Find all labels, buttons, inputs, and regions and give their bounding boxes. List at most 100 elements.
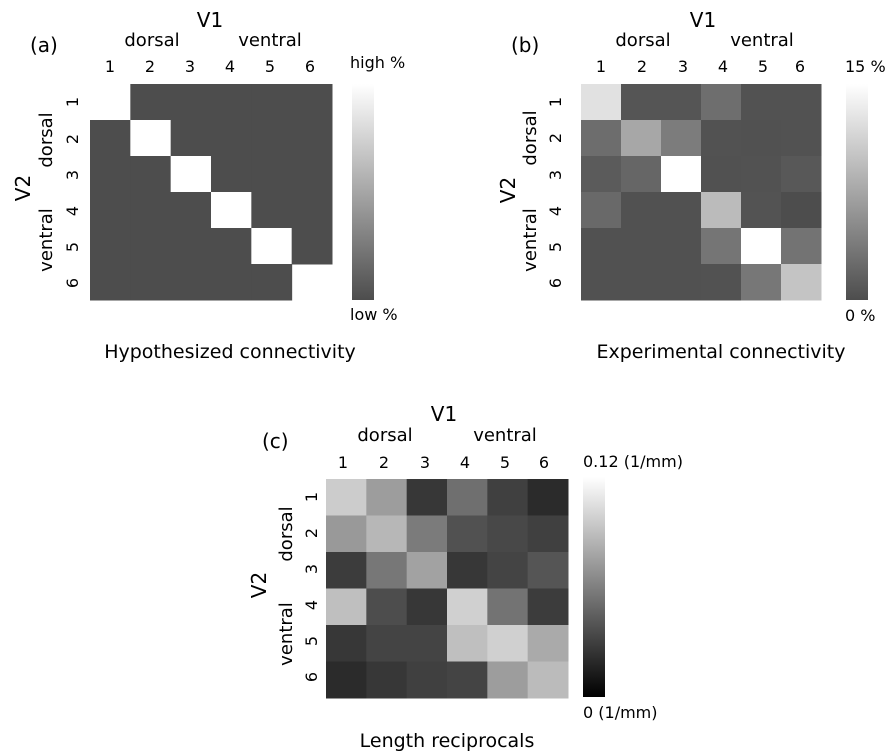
heatmap-cell [581, 120, 622, 157]
heatmap-cell [781, 264, 822, 301]
panel-a-row-ticks: 1 2 3 4 5 6 [63, 97, 82, 288]
heatmap-cell [781, 84, 822, 121]
panel-a-label: (a) [30, 33, 58, 57]
row-tick: 5 [63, 242, 82, 252]
heatmap-cell [447, 625, 488, 662]
panel-b: (b) V1 dorsal ventral 1 2 3 4 5 6 V2 dor… [496, 8, 886, 363]
panel-a-row-axis-label: V2 [11, 175, 35, 201]
heatmap-cell [621, 84, 662, 121]
panel-c-row-ticks: 1 2 3 4 5 6 [302, 492, 321, 682]
heatmap-cell [170, 84, 212, 121]
row-tick: 5 [302, 636, 321, 646]
heatmap-cell [581, 84, 622, 121]
panel-a-col-group-ventral: ventral [238, 30, 302, 51]
row-tick: 1 [63, 97, 82, 107]
row-tick: 6 [63, 278, 82, 288]
row-tick: 2 [302, 528, 321, 538]
heatmap-cell [211, 192, 252, 229]
panel-b-title: Experimental connectivity [597, 341, 846, 363]
heatmap-cell [170, 192, 212, 229]
panel-a-colorbar-top-label: high % [350, 53, 405, 72]
row-tick: 5 [546, 242, 565, 252]
heatmap-cell [130, 156, 172, 193]
row-tick: 2 [546, 133, 565, 143]
heatmap-cell [661, 156, 702, 193]
heatmap-cell [251, 192, 293, 229]
panel-a-row-group-dorsal: dorsal [36, 112, 57, 167]
heatmap-cell [781, 156, 822, 193]
panel-b-col-group-dorsal: dorsal [615, 30, 670, 51]
panel-a-col-axis-label: V1 [197, 8, 223, 32]
heatmap-cell [527, 515, 569, 553]
heatmap-cell [701, 192, 742, 229]
panel-c-row-axis-label: V2 [247, 572, 271, 598]
panel-c: (c) V1 dorsal ventral 1 2 3 4 5 6 V2 dor… [247, 402, 683, 752]
panel-b-col-ticks: 1 2 3 4 5 6 [596, 57, 805, 76]
panel-c-col-axis-label: V1 [431, 402, 457, 426]
heatmap-cell [406, 661, 448, 699]
heatmap-cell [661, 84, 702, 121]
heatmap-cell [621, 156, 662, 193]
heatmap-cell [406, 552, 448, 589]
col-tick: 5 [265, 57, 275, 76]
panel-b-row-group-ventral: ventral [520, 208, 541, 272]
heatmap-cell [487, 661, 529, 699]
panel-c-colorbar-top-label: 0.12 (1/mm) [583, 452, 683, 471]
heatmap-cell [581, 228, 622, 265]
heatmap-cell [781, 192, 822, 229]
heatmap-cell [90, 264, 131, 301]
heatmap-cell [621, 120, 662, 157]
heatmap-cell [581, 264, 622, 301]
col-tick: 6 [539, 453, 549, 472]
heatmap-cell [130, 228, 172, 265]
panel-c-colorbar [583, 477, 605, 697]
heatmap-cell [781, 120, 822, 157]
heatmap-cell [366, 661, 408, 699]
heatmap-cell [527, 661, 569, 699]
panel-c-colorbar-bottom-label: 0 (1/mm) [583, 703, 658, 722]
heatmap-cell [326, 661, 367, 699]
heatmap-cell [621, 264, 662, 301]
heatmap-cell [366, 625, 408, 662]
heatmap-cell [661, 192, 702, 229]
heatmap-cell [661, 228, 702, 265]
heatmap-cell [326, 552, 367, 589]
heatmap-cell [326, 588, 367, 626]
row-tick: 6 [302, 672, 321, 682]
panel-b-row-axis-label: V2 [496, 177, 520, 203]
row-tick: 4 [63, 206, 82, 216]
col-tick: 3 [420, 453, 430, 472]
row-tick: 3 [63, 170, 82, 180]
col-tick: 3 [185, 57, 195, 76]
col-tick: 2 [379, 453, 389, 472]
heatmap-cell [447, 552, 488, 589]
heatmap-cell [701, 156, 742, 193]
heatmap-cell [170, 228, 212, 265]
heatmap-cell [291, 192, 333, 229]
heatmap-cell [406, 625, 448, 662]
heatmap-cell [251, 228, 293, 265]
heatmap-cell [130, 192, 172, 229]
heatmap-cell [326, 515, 367, 553]
col-tick: 4 [225, 57, 235, 76]
heatmap-cell [741, 84, 782, 121]
col-tick: 2 [145, 57, 155, 76]
heatmap-cell [211, 228, 252, 265]
heatmap-cell [741, 264, 782, 301]
heatmap-cell [211, 84, 252, 121]
heatmap-cell [90, 120, 131, 157]
heatmap-cell [366, 479, 408, 516]
panel-a-col-group-dorsal: dorsal [124, 30, 179, 51]
panel-a-col-ticks: 1 2 3 4 5 6 [105, 57, 315, 76]
heatmap-cell [291, 84, 333, 121]
heatmap-cell [326, 625, 367, 662]
panel-a-row-group-ventral: ventral [36, 208, 57, 272]
panel-a: (a) V1 dorsal ventral 1 2 3 4 5 6 V2 dor… [11, 8, 405, 363]
heatmap-cell [251, 264, 293, 301]
panel-a-colorbar [352, 84, 374, 300]
panel-b-colorbar [846, 84, 868, 300]
heatmap-cell [487, 479, 529, 516]
heatmap-cell [170, 264, 212, 301]
col-tick: 2 [637, 57, 647, 76]
heatmap-cell [581, 192, 622, 229]
